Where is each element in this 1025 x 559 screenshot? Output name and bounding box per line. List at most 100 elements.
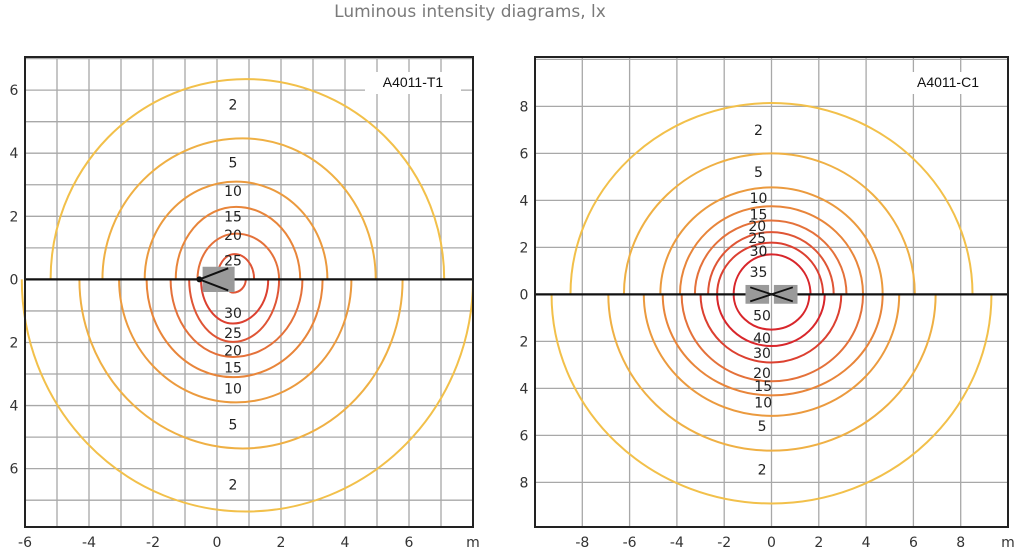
contour-value-label: 10 <box>224 184 242 200</box>
contour-value-label: 20 <box>224 343 242 359</box>
x-tick-label: 0 <box>767 535 776 551</box>
chart-id-label: A4011-C1 <box>917 74 979 90</box>
contour-value-label: 40 <box>753 331 771 347</box>
isolux-contour-15-lower <box>661 294 884 397</box>
x-tick-label: 8 <box>956 535 965 551</box>
isolux-contour-10-upper <box>659 186 884 295</box>
contour-value-label: 20 <box>748 219 766 235</box>
plot-frame <box>24 56 474 528</box>
isolux-contour-15-upper <box>174 205 302 280</box>
isolux-contour-2-upper <box>569 102 974 295</box>
isolux-contour-15-lower <box>145 279 324 379</box>
contour-value-label: 15 <box>224 361 242 377</box>
contour-value-label: 20 <box>753 366 771 382</box>
y-tick-label: 2 <box>520 334 529 350</box>
isolux-contour-10-lower <box>642 294 901 417</box>
isolux-contour-50-lower <box>732 294 811 331</box>
y-tick-label: 0 <box>520 287 529 303</box>
contour-value-label: 35 <box>750 265 768 281</box>
y-tick-label: 8 <box>520 475 529 491</box>
isolux-contour-5-lower <box>78 279 404 450</box>
contour-value-label: 25 <box>224 253 242 269</box>
isolux-contour-20-lower <box>169 279 304 358</box>
isolux-contour-30-lower <box>699 294 843 364</box>
isolux-contour-20-upper <box>693 219 848 295</box>
isolux-contour-15-upper <box>678 205 865 295</box>
isolux-contour-5-upper <box>101 137 377 280</box>
x-tick-label: 2 <box>277 535 286 551</box>
y-tick-label: 6 <box>520 428 529 444</box>
contour-value-label: 30 <box>750 244 768 260</box>
chart-id-label: A4011-T1 <box>383 74 444 90</box>
isolux-contour-20-lower <box>680 294 865 383</box>
contour-value-label: 5 <box>758 419 767 435</box>
contour-value-label: 5 <box>229 417 238 433</box>
isolux-contour-5-upper <box>622 152 916 295</box>
isolux-contour-30-lower <box>200 279 270 325</box>
x-tick-label: 4 <box>341 535 350 551</box>
isolux-contour-25-upper <box>707 231 835 295</box>
chart-id-label-bg <box>900 72 996 94</box>
y-tick-label: 4 <box>10 146 19 162</box>
isolux-contour-2-upper <box>49 78 446 280</box>
contour-value-label: 5 <box>754 165 763 181</box>
isolux-contour-35-upper <box>732 253 812 295</box>
y-tick-label: 0 <box>10 272 19 288</box>
y-tick-label: 6 <box>10 462 19 478</box>
contour-value-label: 5 <box>229 156 238 172</box>
x-tick-label: 2 <box>814 535 823 551</box>
contour-value-label: 10 <box>754 395 772 411</box>
y-tick-label: 4 <box>10 399 19 415</box>
figure-title: Luminous intensity diagrams, lx <box>334 2 606 22</box>
luminaire-body-right <box>773 284 798 304</box>
y-tick-label: 6 <box>10 83 19 99</box>
contour-value-label: 25 <box>224 326 242 342</box>
isolux-contour-40-lower <box>716 294 826 348</box>
contour-value-label: 25 <box>748 231 766 247</box>
x-tick-label: 0 <box>213 535 222 551</box>
x-tick-label: -2 <box>717 535 731 551</box>
contour-value-label: 50 <box>753 309 771 325</box>
luminaire-body <box>202 266 235 292</box>
x-tick-label: -6 <box>18 535 32 551</box>
y-tick-label: 4 <box>520 381 529 397</box>
isolux-contour-2-lower <box>20 279 474 513</box>
x-tick-label: -4 <box>670 535 684 551</box>
luminaire-body-left <box>745 284 770 304</box>
contour-value-label: 2 <box>229 97 238 113</box>
x-tick-label: 6 <box>909 535 918 551</box>
y-tick-label: 2 <box>10 209 19 225</box>
contour-value-label: 10 <box>224 382 242 398</box>
contour-value-label: 20 <box>224 228 242 244</box>
y-tick-label: 2 <box>10 335 19 351</box>
contour-value-label: 10 <box>750 191 768 207</box>
contour-value-label: 2 <box>229 477 238 493</box>
contour-value-label: 2 <box>758 462 767 478</box>
plot-frame <box>534 56 1009 528</box>
x-tick-label: -8 <box>575 535 589 551</box>
contour-value-label: 15 <box>750 207 768 223</box>
x-unit-label: m <box>1001 535 1015 551</box>
isolux-contour-25-lower <box>188 279 281 343</box>
isolux-contour-10-lower <box>118 279 353 404</box>
contour-value-label: 30 <box>753 346 771 362</box>
x-tick-label: -4 <box>82 535 96 551</box>
contour-value-label: 30 <box>224 306 242 322</box>
isolux-contour-10-upper <box>143 180 329 280</box>
isolux-contour-20-upper <box>196 232 281 280</box>
isolux-contour-2-lower <box>550 294 993 505</box>
y-tick-label: 6 <box>520 146 529 162</box>
isolux-contour-5-lower <box>607 294 937 452</box>
x-tick-label: 4 <box>862 535 871 551</box>
luminaire-beam-icon <box>749 286 794 303</box>
x-unit-label: m <box>466 535 480 551</box>
x-tick-label: -2 <box>146 535 160 551</box>
y-tick-label: 8 <box>520 99 529 115</box>
contour-value-label: 2 <box>754 123 763 139</box>
y-tick-label: 2 <box>520 240 529 256</box>
contour-value-label: 15 <box>224 209 242 225</box>
chart-id-label-bg <box>365 72 461 94</box>
